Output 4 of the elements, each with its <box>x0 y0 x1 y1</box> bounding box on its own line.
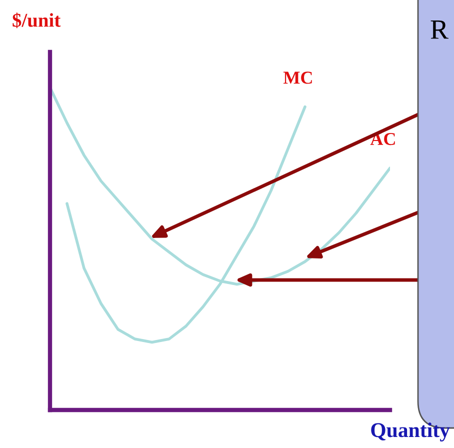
y-axis-title: $/unit <box>12 12 61 28</box>
x-axis-title: Quantity <box>371 422 450 442</box>
text: R <box>430 20 448 39</box>
series-label: MC <box>283 72 312 84</box>
